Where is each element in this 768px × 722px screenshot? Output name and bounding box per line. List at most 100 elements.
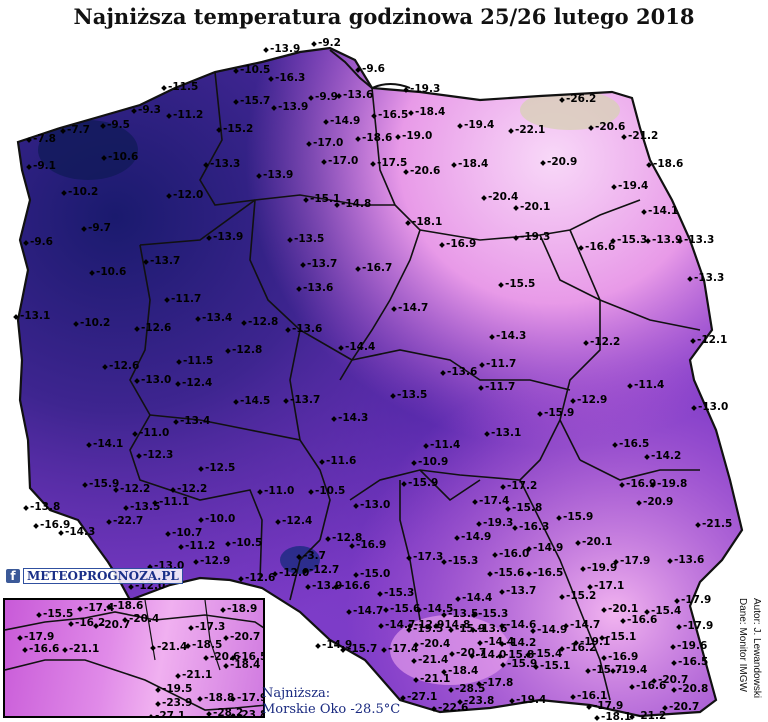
station-marker [687,276,693,282]
station-marker [77,606,83,612]
temperature-label: -9.1 [33,160,56,172]
brand-logo[interactable]: f METEOPROGNOZA.PL [6,568,183,584]
temperature-label: -10.5 [232,537,262,549]
station-marker [500,484,506,490]
temperature-label: -16.5 [678,656,708,668]
station-marker [33,523,39,529]
station-marker [353,572,359,578]
station-marker [203,162,209,168]
station-marker [334,202,340,208]
temperature-label: -20.4 [488,191,518,203]
station-marker [89,270,95,276]
station-marker [601,607,607,613]
temperature-label: -20.7 [100,619,130,631]
station-marker [575,540,581,546]
temperature-labels: -13.9 -9.2 -9.6 -10.5 -16.3 -11.5 -13.6 -19.3 -1… [13,37,732,722]
station-marker [484,431,490,437]
temperature-label: -15.3 [384,587,414,599]
temperature-label: -13.9 [213,231,243,243]
station-marker [674,598,680,604]
station-marker [303,197,309,203]
station-marker [113,487,119,493]
station-marker [82,482,88,488]
station-marker [195,316,201,322]
temperature-label: -10.6 [96,266,126,278]
temperature-label: -18.1 [601,711,631,722]
temperature-label: -13.5 [130,501,160,513]
temperature-label: -15.5 [505,278,535,290]
station-marker [416,607,422,613]
temperature-label: -16.9 [608,651,638,663]
temperature-label: -11.0 [139,427,169,439]
station-marker [559,97,565,103]
temperature-label: -16.9 [446,238,476,250]
temperature-label: -14.9 [330,115,360,127]
station-marker [257,489,263,495]
temperature-label: -19.3 [520,231,550,243]
temperature-label: -13.9 [278,101,308,113]
station-marker [570,694,576,700]
temperature-label: -14.4 [345,341,375,353]
temperature-label: -19.0 [402,130,432,142]
station-marker [206,711,212,716]
temperature-label: -11.4 [634,379,664,391]
station-marker [472,499,478,505]
temperature-label: -19.3 [410,83,440,95]
temperature-label: -13.6 [343,89,373,101]
temperature-label: -23.8 [464,695,494,707]
station-marker [601,655,607,661]
record-minimum: Najniższa: Morskie Oko -28.5°C [262,686,400,718]
facebook-icon[interactable]: f [6,569,20,583]
station-marker [512,525,518,531]
station-marker [691,405,697,411]
temperature-label: -21.1 [420,673,450,685]
station-marker [476,681,482,687]
temperature-label: -15.4 [651,605,681,617]
temperature-label: -12.2 [120,483,150,495]
temperature-label: -11.2 [185,540,215,552]
temperature-label: -14.5 [423,603,453,615]
station-marker [526,546,532,552]
station-marker [230,696,236,702]
temperature-label: -15.3 [478,608,508,620]
temperature-label: -12.5 [205,462,235,474]
station-marker [353,503,359,509]
station-marker [401,481,407,487]
station-marker [559,594,565,600]
station-marker [349,543,355,549]
temperature-label: -21.1 [182,669,212,681]
station-marker [155,701,161,707]
station-marker [433,623,439,629]
station-marker [411,658,417,664]
station-marker [499,589,505,595]
station-marker [287,237,293,243]
station-marker [477,640,483,646]
temperature-label: -10.5 [315,485,345,497]
station-marker [176,359,182,365]
temperature-label: -14.7 [570,619,600,631]
station-marker [233,399,239,405]
temperature-label: -15.1 [540,660,570,672]
station-marker [610,238,616,244]
station-marker [272,571,278,577]
station-marker [346,609,352,615]
temperature-label: -14.5 [240,395,270,407]
temperature-label: -15.3 [617,234,647,246]
temperature-label: -15.7 [240,95,270,107]
station-marker [441,559,447,565]
temperature-label: -13.9 [270,43,300,55]
station-marker [150,645,156,651]
temperature-label: -16.5 [619,438,649,450]
station-marker [381,647,387,653]
temperature-label: -17.9 [237,692,265,704]
temperature-label: -14.0 [476,649,506,661]
temperature-label: -10.2 [80,317,110,329]
station-marker [540,160,546,166]
station-marker [155,687,161,693]
temperature-label: -21.1 [69,643,99,655]
temperature-label: -11.0 [264,485,294,497]
station-marker [395,134,401,140]
temperature-label: -14.9 [461,531,491,543]
temperature-label: -18.4 [415,106,445,118]
station-marker [403,87,409,93]
